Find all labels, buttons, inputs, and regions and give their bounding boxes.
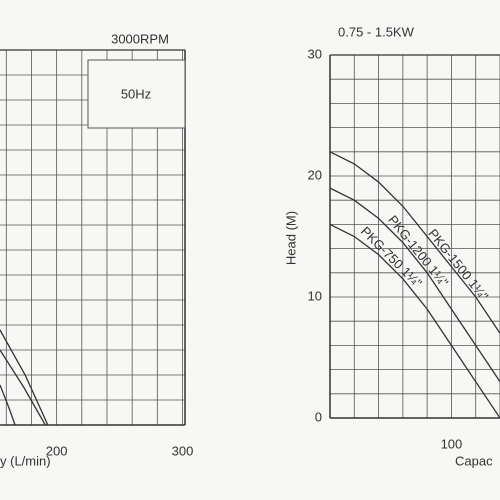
y-tick-label: 30 xyxy=(308,46,322,61)
x-axis-label: Capac xyxy=(455,453,493,468)
plot-area xyxy=(330,55,500,418)
x-axis-label: y (L/min) xyxy=(0,453,51,468)
y-axis-label: Head (M) xyxy=(283,211,298,265)
annotation-box xyxy=(87,59,186,129)
curve xyxy=(0,349,46,425)
x-tick-label: 300 xyxy=(172,443,194,458)
annotation: 50Hz xyxy=(121,86,151,101)
chart-title: 3000RPM xyxy=(111,31,169,46)
y-tick-label: 0 xyxy=(315,409,322,424)
curve xyxy=(330,223,500,418)
chart-title: 0.75 - 1.5KW xyxy=(338,24,415,39)
x-tick-label: 100 xyxy=(441,436,463,451)
curve xyxy=(0,329,49,425)
y-tick-label: 10 xyxy=(308,288,322,303)
curve xyxy=(330,187,500,383)
curve xyxy=(0,384,16,425)
y-tick-label: 20 xyxy=(308,167,322,182)
x-tick-label: 200 xyxy=(46,443,68,458)
curve xyxy=(330,151,500,334)
